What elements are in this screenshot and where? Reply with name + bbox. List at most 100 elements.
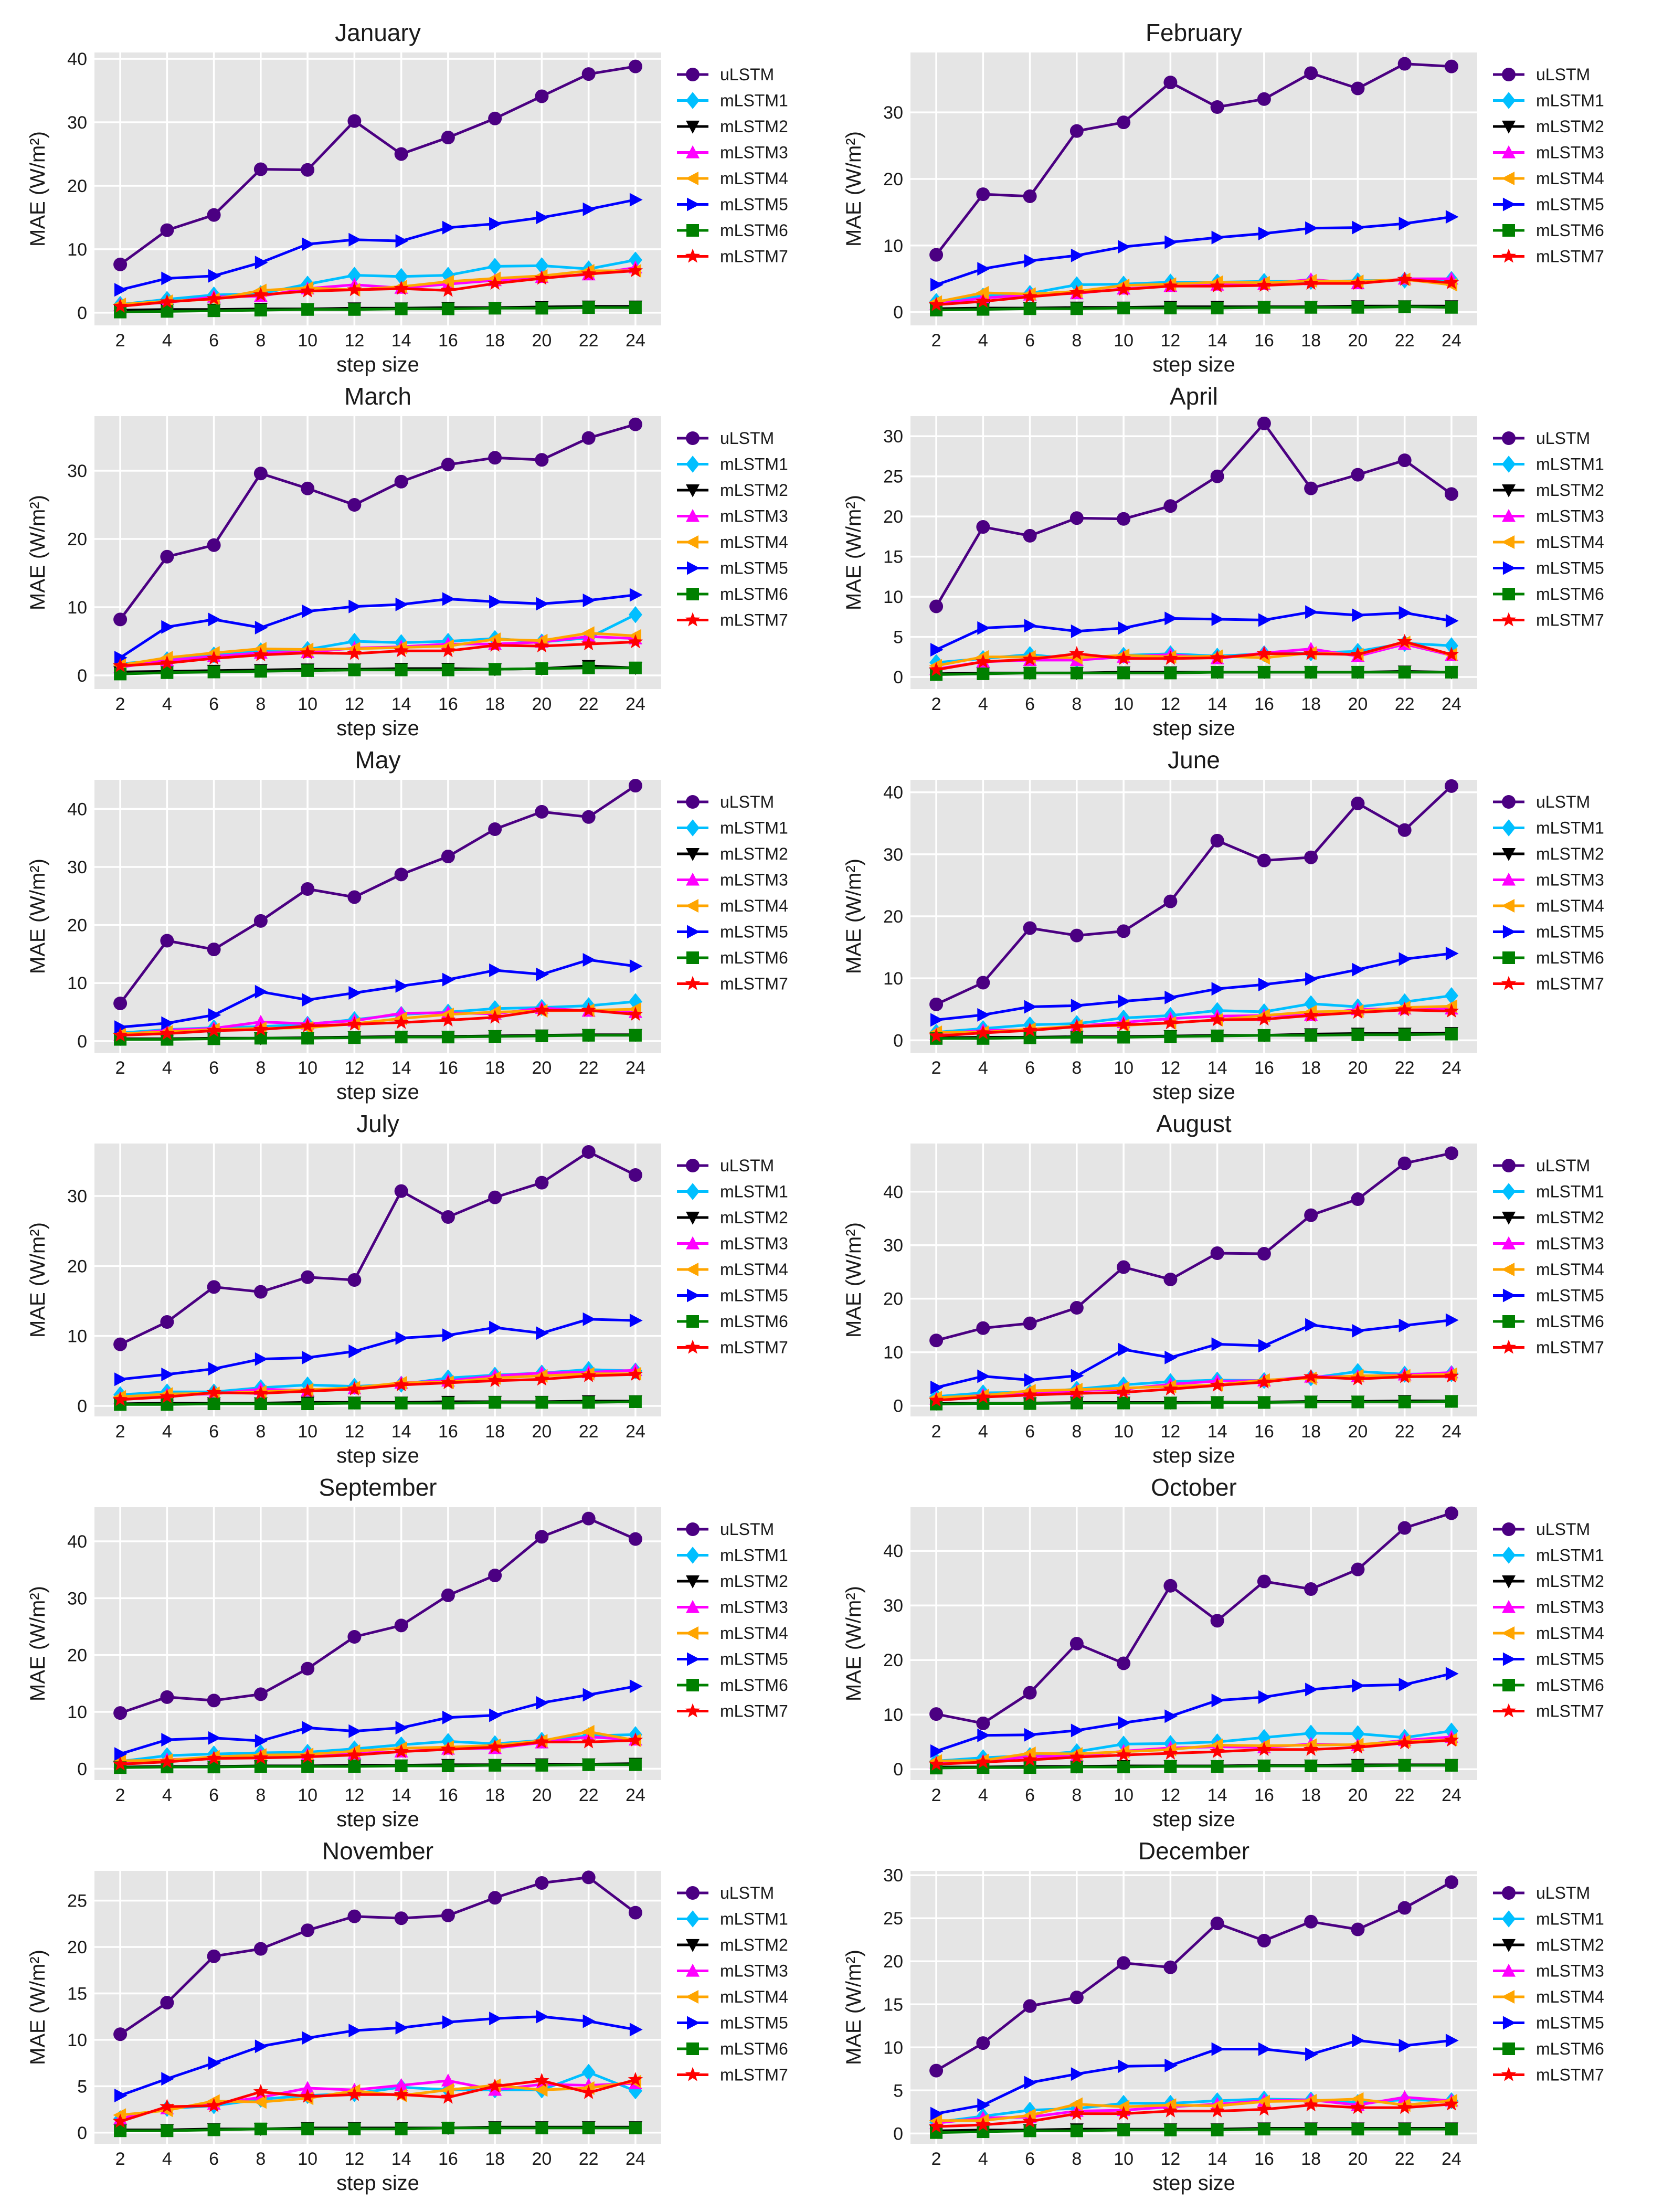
data-point-ulstm <box>1257 1247 1271 1261</box>
panel-title: December <box>1138 1837 1249 1865</box>
legend-label: mLSTM4 <box>720 1260 788 1279</box>
data-point-mlstm3 <box>394 2078 408 2091</box>
data-point-mlstm6 <box>1351 2123 1364 2136</box>
x-tick-label: 2 <box>931 694 941 714</box>
data-point-mlstm7 <box>534 2072 549 2087</box>
data-point-mlstm5 <box>208 1362 221 1376</box>
data-point-mlstm5 <box>930 643 944 657</box>
data-point-mlstm4 <box>976 285 989 300</box>
legend-label: mLSTM5 <box>1536 1650 1604 1669</box>
data-point-mlstm1 <box>347 267 362 284</box>
x-tick-label: 8 <box>1072 694 1082 714</box>
legend: uLSTM mLSTM1 mLSTM2 mLSTM3 mLSTM4 mLSTM5 mLSTM… <box>677 1156 788 1357</box>
series-line-mlstm5 <box>120 1318 635 1381</box>
data-point-mlstm6 <box>441 1759 454 1772</box>
series-mlstm5 <box>114 588 643 665</box>
data-point-mlstm5 <box>930 1013 944 1027</box>
data-point-mlstm5 <box>114 651 128 665</box>
data-point-mlstm6 <box>254 2122 267 2135</box>
y-axis-label: MAE (W/m²) <box>842 859 865 974</box>
legend-label: mLSTM6 <box>720 948 788 967</box>
data-point-ulstm <box>441 1588 455 1602</box>
legend-marker-ulstm <box>1502 795 1516 809</box>
data-point-mlstm4 <box>441 274 454 289</box>
data-point-mlstm7 <box>112 1027 128 1042</box>
data-point-ulstm <box>1210 1917 1224 1931</box>
data-point-mlstm4 <box>534 2083 548 2097</box>
plot-area <box>94 1871 661 2144</box>
legend-label: mLSTM4 <box>1536 1260 1604 1279</box>
x-tick-label: 12 <box>1160 2149 1180 2169</box>
series-ulstm <box>929 1146 1458 1348</box>
y-tick-label: 0 <box>893 668 903 687</box>
legend-marker-mlstm4 <box>685 1990 698 2004</box>
data-point-mlstm6 <box>207 304 220 317</box>
data-point-mlstm7 <box>1444 647 1459 661</box>
y-tick-label: 30 <box>883 1236 903 1256</box>
legend-marker-mlstm4 <box>685 172 698 185</box>
legend-marker-mlstm1 <box>686 1183 700 1200</box>
data-point-mlstm6 <box>1257 2123 1270 2136</box>
data-point-mlstm5 <box>489 963 502 977</box>
series-line-mlstm4 <box>936 2098 1452 2122</box>
x-tick-label: 12 <box>1160 1058 1180 1078</box>
data-point-ulstm <box>207 208 221 222</box>
data-point-mlstm6 <box>207 2123 220 2136</box>
data-point-mlstm7 <box>976 654 991 669</box>
data-point-mlstm6 <box>301 2122 314 2135</box>
legend: uLSTM mLSTM1 mLSTM2 mLSTM3 mLSTM4 mLSTM5 mLSTM… <box>1493 792 1604 993</box>
data-point-mlstm6 <box>1257 1396 1270 1409</box>
data-point-mlstm7 <box>1116 650 1131 665</box>
y-tick-label: 10 <box>883 587 903 607</box>
x-tick-label: 6 <box>209 2149 219 2169</box>
data-point-mlstm5 <box>582 2014 596 2028</box>
data-point-ulstm <box>394 1618 408 1633</box>
data-point-mlstm6 <box>1445 1395 1458 1408</box>
data-point-mlstm7 <box>253 1750 269 1764</box>
data-point-mlstm4 <box>1350 2092 1364 2106</box>
data-point-mlstm5 <box>1305 972 1318 986</box>
legend-marker-mlstm1 <box>1502 819 1516 837</box>
legend-label: mLSTM1 <box>720 455 788 474</box>
x-tick-label: 22 <box>1395 2149 1415 2169</box>
data-point-mlstm6 <box>1211 1760 1224 1773</box>
data-point-mlstm6 <box>207 1032 220 1045</box>
x-tick-label: 4 <box>162 2149 172 2169</box>
data-point-mlstm6 <box>1117 1761 1130 1774</box>
legend-marker-mlstm5 <box>687 2016 700 2030</box>
x-tick-label: 18 <box>485 331 505 351</box>
x-tick-label: 12 <box>1160 1422 1180 1442</box>
series-line-ulstm <box>119 65 636 266</box>
legend-label: mLSTM3 <box>1536 143 1604 162</box>
data-point-mlstm1 <box>1444 987 1458 1004</box>
data-point-mlstm5 <box>1258 613 1272 627</box>
data-point-mlstm7 <box>1303 645 1319 660</box>
legend-marker-mlstm1 <box>686 456 700 473</box>
data-point-mlstm7 <box>1350 2100 1365 2114</box>
data-point-mlstm7 <box>1116 281 1131 296</box>
legend-marker-mlstm7 <box>685 1703 701 1718</box>
series-line-mlstm5 <box>120 2015 636 2097</box>
legend-label: mLSTM7 <box>1536 247 1604 266</box>
data-point-ulstm <box>441 1210 455 1224</box>
x-tick-label: 2 <box>931 1785 941 1805</box>
legend-label: mLSTM5 <box>720 1650 788 1669</box>
data-point-mlstm4 <box>253 2095 267 2109</box>
series-line-mlstm6 <box>120 1763 635 1769</box>
legend-marker-mlstm3 <box>686 872 700 886</box>
data-point-mlstm5 <box>1399 1678 1412 1691</box>
data-point-mlstm5 <box>1024 1373 1037 1387</box>
data-point-mlstm7 <box>300 2088 315 2103</box>
data-point-ulstm <box>1351 468 1365 482</box>
series-line-mlstm1 <box>936 994 1452 1034</box>
data-point-mlstm5 <box>977 1008 990 1022</box>
x-tick-label: 6 <box>1025 1422 1035 1442</box>
x-tick-label: 18 <box>485 694 505 714</box>
x-tick-label: 6 <box>1025 2149 1035 2169</box>
x-tick-label: 24 <box>626 694 645 714</box>
x-tick-label: 6 <box>209 331 219 351</box>
data-point-mlstm5 <box>442 1328 456 1342</box>
data-point-mlstm7 <box>1163 1745 1178 1760</box>
data-point-mlstm7 <box>1397 633 1412 648</box>
data-point-mlstm6 <box>1211 302 1224 315</box>
